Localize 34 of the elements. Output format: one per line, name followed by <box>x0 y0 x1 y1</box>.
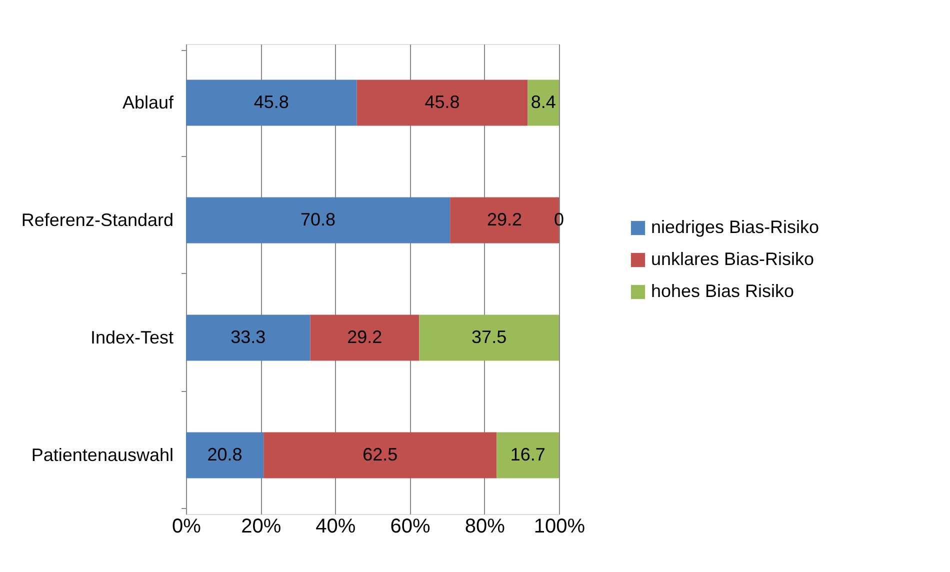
x-tick-label: 0% <box>172 516 202 538</box>
y-tick-label: Ablauf <box>122 92 174 112</box>
legend-label: unklares Bias-Risiko <box>651 249 814 269</box>
data-label: 29.2 <box>487 209 522 230</box>
data-label: 20.8 <box>207 444 242 464</box>
bar <box>310 314 420 361</box>
x-tick-label: 40% <box>316 516 356 538</box>
data-label: 37.5 <box>472 326 507 347</box>
data-label: 62.5 <box>362 444 398 464</box>
y-tick-label: Patientenauswahl <box>31 444 174 465</box>
x-tick-label: 80% <box>464 516 506 538</box>
bar <box>356 80 528 126</box>
y-tick-label: Index-Test <box>90 327 174 348</box>
x-tick-label: 20% <box>241 516 282 538</box>
bar <box>419 314 559 361</box>
data-label: 16.7 <box>510 444 546 464</box>
data-label: 29.2 <box>347 326 382 347</box>
bar <box>528 80 559 126</box>
bar <box>186 314 310 361</box>
data-label: 45.8 <box>424 92 460 112</box>
bar <box>186 432 264 478</box>
data-label: 33.3 <box>230 326 266 347</box>
x-tick-label: 60% <box>390 516 431 538</box>
bar <box>186 80 357 126</box>
y-tick-label: Referenz-Standard <box>21 210 174 230</box>
x-tick-label: 100% <box>534 516 586 538</box>
legend-label: hohes Bias Risiko <box>651 281 794 301</box>
legend-label: niedriges Bias-Risiko <box>651 217 820 237</box>
bar <box>264 432 497 478</box>
bar <box>186 197 450 244</box>
bar <box>496 432 559 478</box>
data-label: 70.8 <box>300 209 336 230</box>
data-label: 8.4 <box>530 92 556 112</box>
data-label: 45.8 <box>254 92 289 112</box>
